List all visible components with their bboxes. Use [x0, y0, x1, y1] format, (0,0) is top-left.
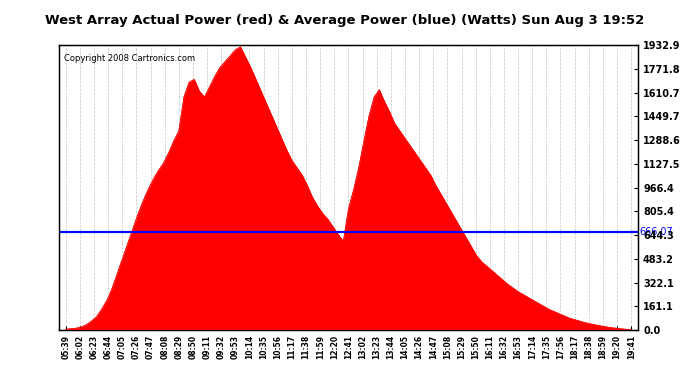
Text: 666.07: 666.07 [640, 227, 673, 237]
Text: Copyright 2008 Cartronics.com: Copyright 2008 Cartronics.com [64, 54, 195, 63]
Text: West Array Actual Power (red) & Average Power (blue) (Watts) Sun Aug 3 19:52: West Array Actual Power (red) & Average … [46, 14, 644, 27]
